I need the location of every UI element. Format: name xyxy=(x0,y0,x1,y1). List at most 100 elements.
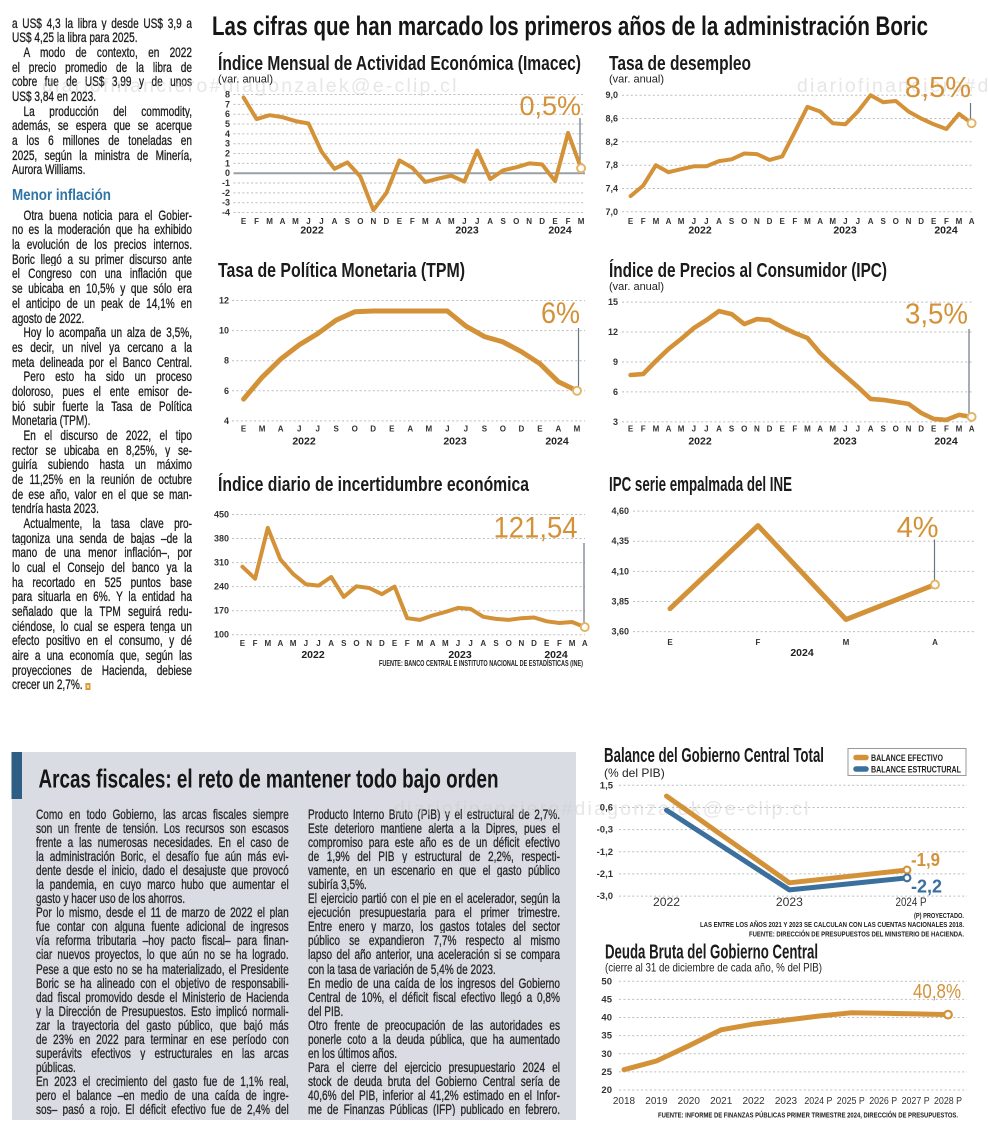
svg-text:S: S xyxy=(881,425,887,434)
svg-text:E: E xyxy=(628,425,634,434)
svg-text:A: A xyxy=(932,638,938,647)
svg-text:2023: 2023 xyxy=(455,225,479,237)
svg-text:A: A xyxy=(582,639,588,648)
svg-text:3,85: 3,85 xyxy=(611,597,629,607)
svg-text:J: J xyxy=(704,217,708,226)
svg-text:Tasa de desempleo: Tasa de desempleo xyxy=(609,53,751,75)
svg-text:45: 45 xyxy=(601,994,612,1005)
svg-text:F: F xyxy=(944,217,949,226)
svg-text:-1,9: -1,9 xyxy=(911,849,940,870)
svg-text:A: A xyxy=(868,425,874,434)
svg-text:S: S xyxy=(482,425,488,434)
svg-text:2024: 2024 xyxy=(934,436,958,448)
svg-text:D: D xyxy=(519,425,525,434)
svg-text:310: 310 xyxy=(214,558,229,568)
svg-text:M: M xyxy=(264,639,271,648)
svg-text:F: F xyxy=(557,639,562,648)
svg-text:J: J xyxy=(316,639,320,648)
svg-text:E: E xyxy=(552,217,558,226)
svg-text:E: E xyxy=(241,425,247,434)
svg-text:J: J xyxy=(462,217,466,226)
svg-text:2028 P: 2028 P xyxy=(934,1096,962,1107)
svg-text:2024: 2024 xyxy=(934,225,958,237)
svg-text:M: M xyxy=(804,217,811,226)
svg-text:O: O xyxy=(893,425,899,434)
svg-text:F: F xyxy=(410,217,415,226)
svg-text:0: 0 xyxy=(225,168,230,178)
svg-text:2023: 2023 xyxy=(776,897,803,909)
svg-text:100: 100 xyxy=(214,630,229,640)
svg-text:N: N xyxy=(906,217,912,226)
svg-text:10: 10 xyxy=(219,326,229,336)
svg-text:N: N xyxy=(519,639,525,648)
svg-text:2022: 2022 xyxy=(300,225,324,237)
svg-text:S: S xyxy=(501,217,507,226)
svg-text:S: S xyxy=(345,217,351,226)
svg-text:12: 12 xyxy=(608,327,618,337)
svg-text:(% del PIB): (% del PIB) xyxy=(604,766,665,780)
svg-text:O: O xyxy=(357,217,363,226)
svg-text:2024: 2024 xyxy=(548,225,572,237)
svg-text:M: M xyxy=(578,217,585,226)
svg-text:2019: 2019 xyxy=(645,1096,668,1107)
svg-text:F: F xyxy=(641,217,646,226)
svg-text:O: O xyxy=(893,217,899,226)
svg-text:M: M xyxy=(442,639,449,648)
svg-text:Menor inflación: Menor inflación xyxy=(12,187,111,204)
svg-text:M: M xyxy=(678,425,685,434)
svg-text:E: E xyxy=(931,425,937,434)
svg-text:40: 40 xyxy=(601,1013,612,1024)
svg-text:A: A xyxy=(487,217,493,226)
svg-text:4%: 4% xyxy=(897,512,939,544)
svg-text:IPC serie empalmada del INE: IPC serie empalmada del INE xyxy=(609,474,792,496)
svg-text:J: J xyxy=(445,425,449,434)
svg-text:-3: -3 xyxy=(222,198,230,208)
svg-text:J: J xyxy=(304,639,308,648)
svg-text:A: A xyxy=(430,639,436,648)
svg-text:4: 4 xyxy=(224,416,229,426)
svg-text:Tasa de Política Monetaria (TP: Tasa de Política Monetaria (TPM) xyxy=(218,260,465,282)
svg-text:M: M xyxy=(425,425,432,434)
svg-text:20: 20 xyxy=(601,1085,612,1096)
svg-text:A: A xyxy=(969,217,975,226)
svg-text:Índice diario de incertidumbre: Índice diario de incertidumbre económica xyxy=(218,473,530,496)
svg-text:E: E xyxy=(392,639,398,648)
svg-text:6: 6 xyxy=(224,386,229,396)
svg-text:FUENTE: INFORME DE FINANZAS PÚ: FUENTE: INFORME DE FINANZAS PÚBLICAS PRI… xyxy=(658,1111,958,1120)
svg-text:2021: 2021 xyxy=(710,1096,733,1107)
svg-text:25: 25 xyxy=(601,1067,612,1078)
svg-text:J: J xyxy=(692,425,696,434)
svg-text:J: J xyxy=(856,425,860,434)
svg-text:8,6: 8,6 xyxy=(605,114,618,124)
svg-text:M: M xyxy=(804,425,811,434)
svg-text:F: F xyxy=(756,638,761,647)
svg-text:A: A xyxy=(435,217,441,226)
svg-text:J: J xyxy=(475,217,479,226)
svg-text:5: 5 xyxy=(225,119,230,129)
svg-text:J: J xyxy=(464,425,468,434)
svg-text:A: A xyxy=(817,217,823,226)
svg-text:Balance del Gobierno Central T: Balance del Gobierno Central Total xyxy=(604,745,824,767)
svg-text:M: M xyxy=(448,217,455,226)
svg-text:N: N xyxy=(371,217,377,226)
svg-text:2020: 2020 xyxy=(678,1096,701,1107)
svg-text:A: A xyxy=(969,425,975,434)
svg-text:M: M xyxy=(266,217,273,226)
svg-text:40,8%: 40,8% xyxy=(913,980,961,1003)
svg-text:F: F xyxy=(566,217,571,226)
svg-text:2022: 2022 xyxy=(653,897,680,909)
svg-text:A: A xyxy=(817,425,823,434)
svg-text:0,5%: 0,5% xyxy=(519,91,581,121)
svg-text:2022: 2022 xyxy=(688,436,712,448)
svg-text:2022: 2022 xyxy=(742,1096,765,1107)
svg-text:8,5%: 8,5% xyxy=(905,72,971,104)
svg-text:2022: 2022 xyxy=(301,649,325,661)
svg-text:O: O xyxy=(741,217,747,226)
svg-text:2024: 2024 xyxy=(790,647,814,659)
svg-text:E: E xyxy=(931,217,937,226)
svg-text:E: E xyxy=(389,425,395,434)
svg-text:J: J xyxy=(843,217,847,226)
svg-text:6: 6 xyxy=(225,109,230,119)
svg-text:M: M xyxy=(956,217,963,226)
svg-text:-2,2: -2,2 xyxy=(911,876,942,897)
